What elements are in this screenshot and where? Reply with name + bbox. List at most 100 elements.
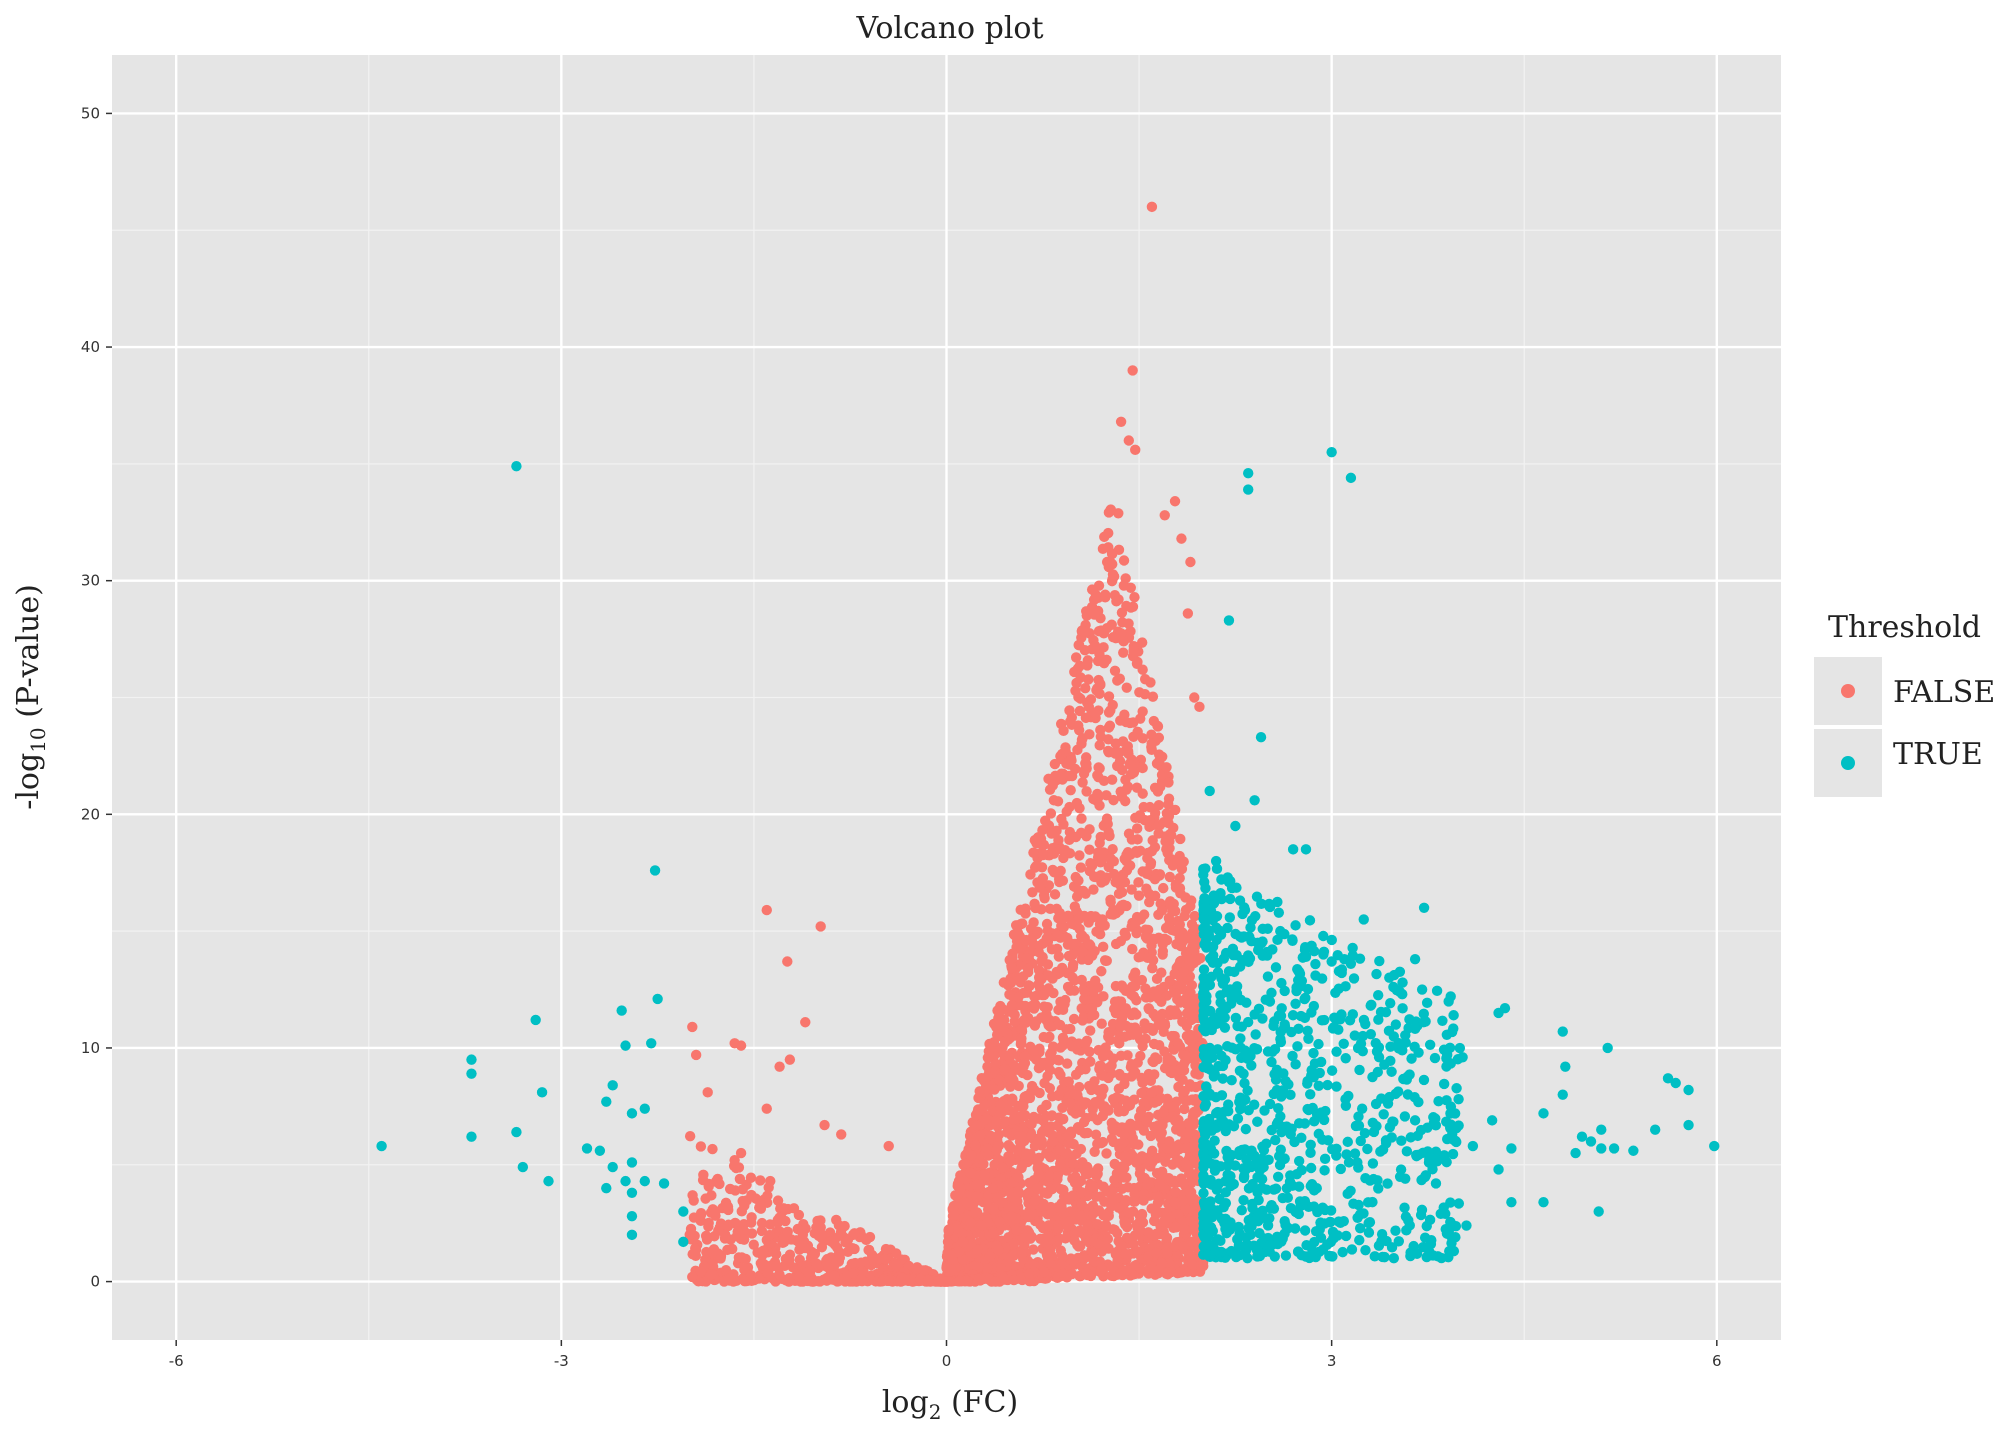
false-point: [799, 1242, 811, 1254]
true-point: [1303, 1033, 1314, 1044]
true-point: [1299, 1225, 1311, 1236]
false-point: [1113, 1103, 1125, 1115]
false-point: [1135, 913, 1147, 925]
false-point: [1119, 1216, 1130, 1228]
false-point: [1072, 744, 1083, 756]
false-point: [1005, 1081, 1016, 1092]
false-point: [1147, 962, 1158, 974]
false-point: [695, 1208, 707, 1219]
true-point: [1220, 1197, 1232, 1209]
false-point: [1144, 801, 1156, 813]
true-point: [1409, 953, 1421, 965]
true-point: [1424, 1152, 1436, 1163]
true-point: [1358, 1208, 1369, 1219]
true-point: [607, 1161, 618, 1173]
false-point: [1129, 1196, 1141, 1207]
false-point: [1074, 850, 1085, 861]
false-point: [1004, 1252, 1016, 1264]
false-point: [1032, 926, 1043, 938]
false-point: [714, 1178, 725, 1190]
false-point: [1091, 1097, 1103, 1108]
false-point: [1009, 1009, 1020, 1020]
true-point: [1305, 1139, 1316, 1151]
false-point: [1039, 1266, 1050, 1278]
false-point: [998, 1025, 1009, 1037]
false-point: [849, 1228, 860, 1239]
false-point: [1053, 1066, 1065, 1078]
false-point: [1164, 871, 1176, 883]
false-point: [1094, 688, 1105, 700]
false-point: [1093, 625, 1105, 637]
false-point: [1089, 707, 1101, 719]
false-point: [1084, 824, 1095, 835]
false-point: [1183, 1164, 1194, 1175]
true-point: [543, 1175, 554, 1187]
true-point: [1202, 1249, 1213, 1261]
false-point: [933, 1275, 944, 1287]
false-point: [1106, 548, 1118, 560]
true-point: [1218, 953, 1230, 964]
true-point: [1219, 1022, 1231, 1033]
false-point: [1152, 1191, 1163, 1203]
false-point: [1128, 1182, 1140, 1194]
true-point: [1245, 922, 1256, 933]
false-point: [1155, 781, 1166, 793]
false-point: [1023, 1153, 1034, 1164]
false-point: [989, 1084, 1000, 1095]
true-point: [1596, 1143, 1607, 1154]
true-point: [1234, 1145, 1245, 1157]
true-point: [1245, 1229, 1256, 1241]
false-point: [1053, 1019, 1064, 1030]
false-point: [1050, 770, 1061, 782]
false-point: [1129, 1094, 1140, 1105]
true-point: [1363, 1217, 1374, 1229]
false-point: [1161, 1232, 1173, 1244]
true-point: [1417, 1242, 1429, 1253]
false-point: [1022, 1069, 1033, 1081]
false-point: [690, 1244, 702, 1256]
false-point: [1064, 834, 1075, 846]
true-point: [1570, 1147, 1581, 1159]
false-point: [987, 1183, 999, 1194]
false-point: [800, 1017, 811, 1028]
true-point: [1240, 1123, 1252, 1135]
false-point: [1055, 843, 1066, 855]
true-point: [1256, 898, 1267, 910]
true-point: [1250, 911, 1261, 922]
false-point: [1120, 1196, 1131, 1208]
false-point: [1143, 1004, 1155, 1015]
true-point: [1506, 1143, 1517, 1154]
false-point: [998, 1272, 1009, 1284]
true-point: [1308, 1116, 1320, 1127]
false-point: [880, 1253, 891, 1265]
true-point: [1223, 1099, 1234, 1110]
false-point: [1118, 1172, 1130, 1183]
false-point: [1019, 1109, 1031, 1121]
false-point: [1125, 626, 1136, 637]
false-point: [1022, 963, 1034, 975]
true-point: [1276, 977, 1287, 989]
false-point: [1106, 575, 1118, 587]
true-point: [1200, 1099, 1212, 1110]
true-point: [1198, 1013, 1209, 1025]
true-point: [1346, 1244, 1358, 1255]
false-point: [1138, 1195, 1149, 1206]
true-point: [1350, 1120, 1362, 1132]
false-point: [1169, 1197, 1181, 1208]
true-point: [1242, 1085, 1253, 1096]
true-point: [1301, 1239, 1312, 1251]
true-point: [1400, 1211, 1412, 1222]
true-point: [1264, 1239, 1276, 1250]
false-point: [1029, 1195, 1041, 1206]
true-point: [1293, 1155, 1305, 1167]
true-point: [1337, 1246, 1348, 1258]
false-point: [1043, 1220, 1054, 1231]
false-point: [771, 1261, 782, 1272]
false-point: [999, 1116, 1010, 1128]
legend-dot-true: [1841, 756, 1855, 770]
false-point: [988, 1204, 999, 1215]
false-point: [1009, 930, 1021, 941]
false-point: [1087, 1208, 1099, 1220]
true-point: [1204, 1211, 1216, 1222]
